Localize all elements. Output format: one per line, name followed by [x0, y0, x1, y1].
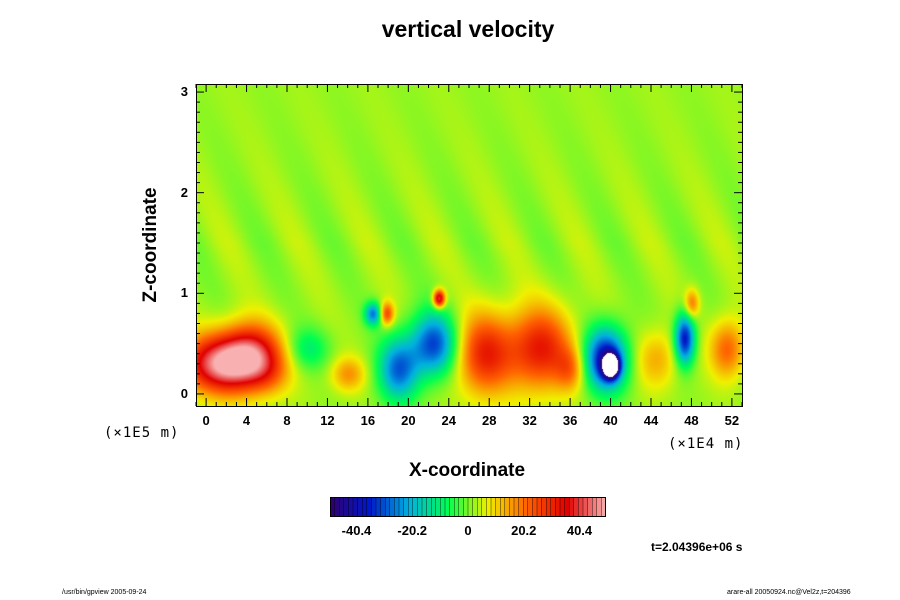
x-scale-label: (×1E4 m) — [668, 436, 744, 452]
heatmap-plot-area — [196, 84, 742, 406]
colorbar-segment — [564, 497, 570, 517]
chart-title: vertical velocity — [381, 16, 555, 42]
colorbar-segment — [522, 497, 529, 517]
colorbar-segment — [412, 497, 419, 517]
colorbar-segment — [513, 497, 520, 517]
x-axis-label: X-coordinate — [408, 460, 526, 481]
colorbar-segment — [357, 497, 363, 517]
plot-frame — [196, 84, 743, 407]
colorbar-segment — [385, 497, 391, 517]
y-axis-label: Z-coordinate — [140, 187, 161, 303]
colorbar-segment — [481, 497, 488, 517]
colorbar-segment — [596, 497, 603, 517]
colorbar-segment — [407, 497, 414, 517]
colorbar-segment — [440, 497, 446, 517]
colorbar-segment — [490, 497, 497, 517]
colorbar-segment — [550, 497, 557, 517]
colorbar-segment — [467, 497, 474, 517]
colorbar-segment — [601, 497, 606, 517]
y-tick-label: 1 — [180, 285, 188, 301]
colorbar-segment — [568, 497, 575, 517]
colorbar-segment — [398, 497, 405, 517]
colorbar-segment — [495, 497, 501, 517]
colorbar-segment — [541, 497, 547, 517]
colorbar-segment — [536, 497, 543, 517]
colorbar-segment — [458, 497, 465, 517]
x-tick-label: 36 — [562, 413, 578, 428]
colorbar-segment — [555, 497, 561, 517]
x-tick-label: 4 — [242, 413, 251, 428]
x-tick-label: 52 — [724, 413, 740, 428]
x-tick-label: 12 — [320, 413, 335, 428]
colorbar-segment — [375, 497, 382, 517]
colorbar-segment — [449, 497, 455, 517]
colorbar-segment — [578, 497, 584, 517]
x-tick-label: 16 — [360, 413, 376, 428]
colorbar-segment — [389, 497, 396, 517]
colorbar-tick-label: 0 — [464, 523, 472, 538]
colorbar-segment — [592, 497, 598, 517]
x-tick-label: 24 — [441, 413, 456, 428]
x-tick-label: 40 — [603, 413, 618, 428]
colorbar-segment — [504, 497, 511, 517]
y-tick-label: 0 — [180, 385, 188, 401]
colorbar-segment — [380, 497, 386, 517]
colorbar-segment — [499, 497, 506, 517]
colorbar-segment — [545, 497, 552, 517]
colorbar-segment — [582, 497, 589, 517]
x-tick-label: 8 — [283, 413, 291, 428]
heatmap-canvas — [196, 84, 742, 406]
colorbar-segment — [430, 497, 437, 517]
y-scale-label: (×1E5 m) — [104, 425, 180, 441]
y-tick-label: 3 — [180, 84, 188, 100]
colorbar-segment — [343, 497, 350, 517]
time-label: t=2.04396e+06 s — [651, 540, 743, 554]
footer-command: /usr/bin/gpview 2005-09-24 — [62, 589, 147, 596]
colorbar-segment — [334, 497, 340, 517]
colorbar-tick-label: -40.4 — [341, 523, 372, 538]
x-tick-label: 0 — [202, 413, 210, 428]
colorbar-segment — [338, 497, 345, 517]
x-tick-label: 32 — [522, 413, 537, 428]
colorbar-tick-label: 20.2 — [511, 523, 537, 538]
colorbar-tick-label: -20.2 — [397, 523, 428, 538]
colorbar-segment — [573, 497, 580, 517]
colorbar-segment — [426, 497, 432, 517]
colorbar-segment — [421, 497, 428, 517]
colorbar-segment — [417, 497, 423, 517]
colorbar-segment — [453, 497, 460, 517]
colorbar-segment — [435, 497, 442, 517]
colorbar-segment — [559, 497, 566, 517]
colorbar-segment — [362, 497, 368, 517]
colorbar-segment — [527, 497, 534, 517]
y-tick-label: 2 — [180, 184, 188, 200]
colorbar-segment — [463, 497, 469, 517]
colorbar-segment — [348, 497, 354, 517]
colorbar-segment — [532, 497, 538, 517]
x-tick-label: 44 — [643, 413, 659, 428]
colorbar-segment — [366, 497, 373, 517]
x-tick-label: 20 — [401, 413, 416, 428]
colorbar-segment — [476, 497, 483, 517]
colorbar-segment — [509, 497, 515, 517]
footer-source: arare-all 20050924.nc@Vel2z,t=204396 — [727, 589, 851, 596]
colorbar-segment — [444, 497, 451, 517]
colorbar-segment — [352, 497, 359, 517]
colorbar-tick-label: 40.4 — [566, 523, 593, 538]
colorbar-segment — [472, 497, 478, 517]
colorbar-segment — [518, 497, 524, 517]
colorbar-segment — [486, 497, 492, 517]
x-tick-label: 28 — [481, 413, 497, 428]
colorbar-segment — [587, 497, 593, 517]
colorbar — [330, 497, 606, 517]
colorbar-frame — [330, 497, 606, 517]
colorbar-segment — [403, 497, 409, 517]
colorbar-segment — [394, 497, 400, 517]
x-tick-label: 48 — [684, 413, 699, 428]
colorbar-segment — [371, 497, 377, 517]
